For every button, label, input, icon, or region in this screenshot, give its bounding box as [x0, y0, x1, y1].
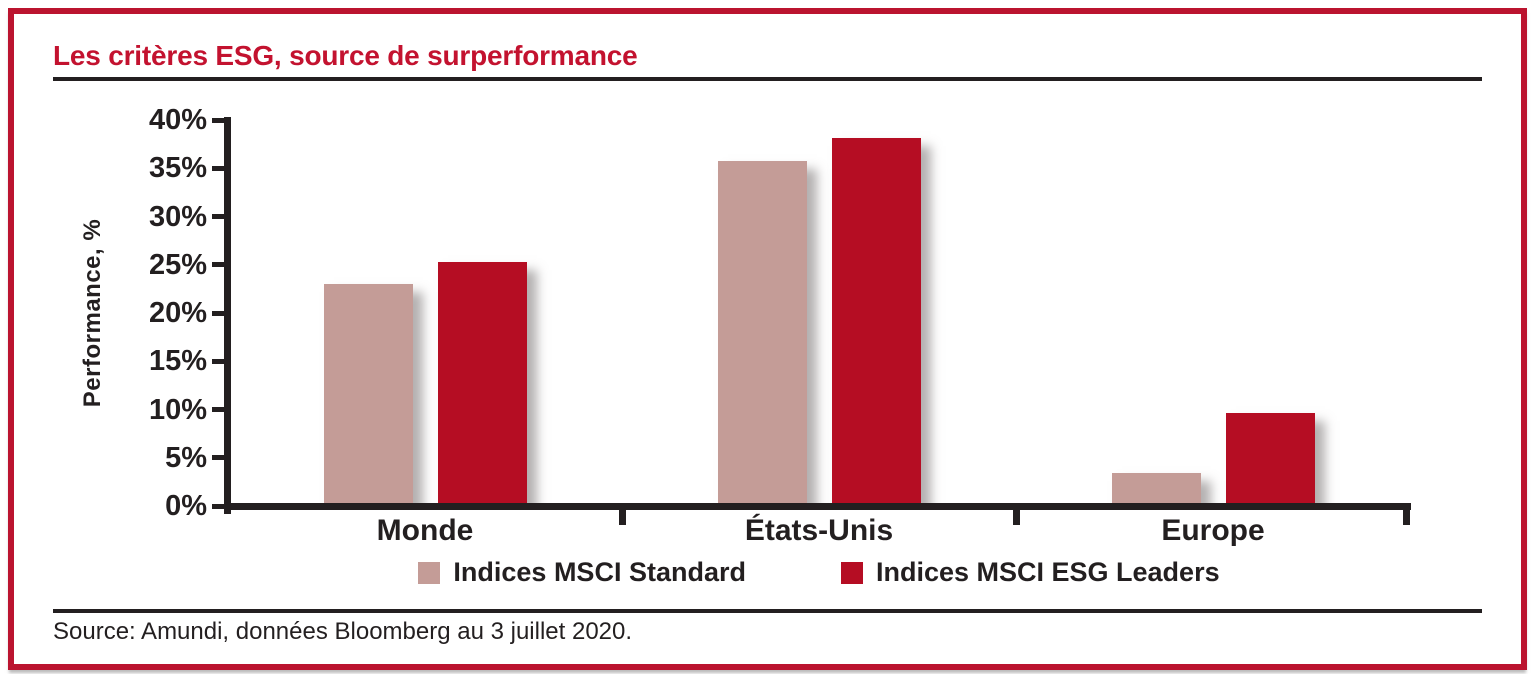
y-axis-title: Performance, %	[79, 218, 106, 408]
legend-item: Indices MSCI Standard	[418, 557, 746, 588]
y-tick	[212, 503, 226, 509]
y-tick	[212, 358, 226, 364]
chart-legend: Indices MSCI Standard Indices MSCI ESG Le…	[228, 557, 1410, 588]
legend-item: Indices MSCI ESG Leaders	[840, 557, 1220, 588]
y-tick	[212, 165, 226, 171]
plot-area	[225, 138, 1411, 510]
bar	[1111, 473, 1201, 506]
x-category-label: Monde	[376, 514, 474, 547]
x-category-label: États-Unis	[744, 514, 894, 547]
legend-swatch	[840, 561, 863, 584]
legend-label: Indices MSCI ESG Leaders	[875, 557, 1220, 587]
y-tick	[212, 262, 226, 268]
legend-label: Indices MSCI Standard	[453, 557, 746, 587]
y-axis-line	[224, 117, 231, 514]
title-divider	[53, 77, 1482, 81]
y-tick	[212, 455, 226, 461]
footer-divider	[53, 609, 1482, 613]
y-tick	[212, 214, 226, 219]
y-tick	[212, 310, 226, 316]
y-tick-label: 20%	[148, 297, 207, 329]
y-tick-label: 40%	[148, 104, 207, 136]
x-tick	[618, 508, 626, 525]
bar	[831, 138, 921, 506]
y-tick	[212, 117, 226, 123]
chart-title: Les critères ESG, source de surperforman…	[53, 40, 638, 71]
y-tick-label: 0%	[165, 490, 207, 522]
x-axis-line	[225, 503, 1411, 510]
source-note: Source: Amundi, données Bloomberg au 3 j…	[53, 618, 633, 645]
legend-swatch	[418, 561, 441, 584]
y-tick-label: 10%	[148, 393, 207, 426]
bar	[323, 284, 413, 506]
y-tick-label: 15%	[148, 345, 207, 378]
y-tick-label: 25%	[148, 248, 207, 281]
x-axis-end-tick	[1403, 508, 1410, 525]
y-tick-label: 30%	[148, 200, 207, 233]
bar	[1225, 413, 1315, 506]
bar	[717, 160, 807, 506]
y-tick-label: 35%	[148, 152, 207, 185]
y-tick-label: 5%	[165, 441, 207, 474]
y-tick	[212, 407, 226, 412]
bar	[437, 261, 527, 506]
x-category-label: Europe	[1161, 514, 1265, 547]
x-tick	[1012, 508, 1020, 525]
